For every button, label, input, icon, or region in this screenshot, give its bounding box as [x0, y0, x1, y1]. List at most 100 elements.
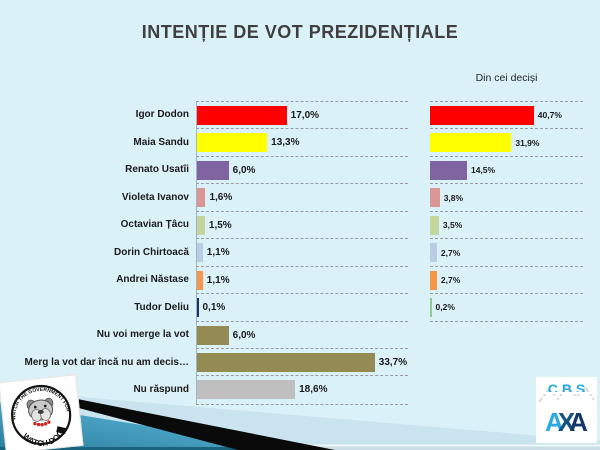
bar-row: 31,9%	[430, 128, 583, 157]
axa-letter: A	[569, 407, 588, 437]
bar	[197, 215, 205, 235]
bar-row: Andrei Năstase 1,1%	[21, 265, 408, 294]
decided-chart: 40,7% 31,9% 14,5% 3,8% 3,5% 2,7% 2,7% 0,2%	[430, 100, 583, 322]
plot-cell: 13,3%	[196, 128, 408, 157]
cbs-stripe	[536, 392, 597, 394]
bar	[430, 243, 437, 263]
bar-row: Renato Usatîi 6,0%	[21, 155, 408, 184]
bar	[430, 215, 439, 235]
bar-row: 3,8%	[430, 183, 583, 212]
plot-cell: 0,1%	[196, 293, 408, 322]
bar	[430, 188, 440, 208]
value-label: 13,3%	[271, 137, 300, 149]
axa-wordmark: AXA	[536, 407, 597, 437]
value-label: 2,7%	[440, 247, 461, 258]
bar-row: 0,2%	[430, 292, 583, 322]
value-label: 1,6%	[209, 192, 233, 204]
plot-cell: 2,7%	[430, 238, 583, 267]
plot-cell: 14,5%	[430, 155, 583, 185]
category-label: Maia Sandu	[133, 136, 189, 148]
bar-row: 2,7%	[430, 265, 583, 295]
bar	[197, 298, 199, 318]
bar-row: Maia Sandu 13,3%	[21, 128, 408, 157]
bar	[197, 325, 229, 345]
bar	[197, 188, 206, 208]
bar	[430, 105, 534, 125]
plot-cell: 33,7%	[196, 348, 408, 377]
plot-cell: 6,0%	[196, 320, 408, 349]
value-label: 1,1%	[206, 274, 230, 286]
value-label: 6,0%	[232, 164, 256, 176]
value-label: 18,6%	[299, 384, 328, 396]
plot-cell: 31,9%	[430, 128, 583, 157]
plot-cell: 1,5%	[196, 210, 408, 239]
plot-cell: 0,2%	[430, 292, 583, 322]
value-label: 3,5%	[442, 220, 463, 231]
bar	[430, 133, 512, 153]
value-label: 0,2%	[435, 302, 455, 313]
value-label: 17,0%	[290, 109, 320, 121]
plot-cell: 6,0%	[196, 155, 408, 184]
bar-row: Octavian Țâcu 1,5%	[21, 210, 408, 239]
value-label: 2,7%	[440, 275, 461, 286]
bar	[197, 380, 296, 400]
cbs-wordmark: CBS	[547, 381, 590, 397]
value-label: 3,8%	[443, 192, 464, 203]
bar	[197, 105, 287, 125]
category-label: Violeta Ivanov	[121, 191, 189, 203]
plot-cell: 1,6%	[196, 183, 408, 212]
bottom-light-line	[0, 444, 600, 447]
value-label: 31,9%	[515, 137, 540, 148]
category-label: Renato Usatîi	[125, 164, 189, 176]
plot-cell: 1,1%	[196, 265, 408, 294]
bar-row: 14,5%	[430, 155, 583, 185]
value-label: 14,5%	[470, 165, 496, 176]
plot-cell: 18,6%	[196, 375, 408, 405]
bar-row: 40,7%	[430, 100, 583, 130]
plot-cell: 3,8%	[430, 183, 583, 212]
bar-row: Tudor Deliu 0,1%	[21, 293, 408, 322]
category-label: Tudor Deliu	[134, 301, 189, 313]
category-label: Dorin Chirtoacă	[113, 246, 189, 258]
bar-row: 3,5%	[430, 210, 583, 240]
cbs-stripe	[536, 396, 597, 398]
watchdog-logo: WE WATCH THE GOVERNMENT FOR YOU WATCH DO…	[0, 372, 84, 450]
value-label: 1,5%	[208, 219, 232, 231]
bar	[430, 270, 437, 290]
bar	[430, 160, 467, 180]
value-label: 0,1%	[202, 302, 226, 314]
plot-cell: 40,7%	[430, 100, 583, 130]
bar-row: Dorin Chirtoacă 1,1%	[21, 238, 408, 267]
category-label: Andrei Năstase	[116, 274, 189, 286]
category-label: Merg la vot dar încă nu am decis…	[24, 356, 190, 368]
plot-cell: 2,7%	[430, 265, 583, 295]
value-label: 33,7%	[378, 357, 408, 369]
bar-row: 2,7%	[430, 238, 583, 267]
value-label: 6,0%	[232, 329, 256, 341]
plot-cell: 17,0%	[196, 100, 408, 129]
bar-row: Nu voi merge la vot 6,0%	[21, 320, 408, 349]
main-chart: Igor Dodon 17,0% Maia Sandu 13,3% Renato Usa…	[21, 100, 408, 405]
bar-row: Violeta Ivanov 1,6%	[21, 183, 408, 212]
bar	[197, 243, 203, 263]
bar	[197, 353, 375, 373]
category-label: Igor Dodon	[135, 109, 189, 121]
cbs-zigzag-graph-icon	[538, 383, 595, 403]
bottom-right-strip	[0, 446, 600, 450]
category-label: Nu răspund	[133, 384, 189, 396]
page-title: INTENȚIE DE VOT PREZIDENȚIALE	[141, 22, 459, 42]
category-label: Octavian Țâcu	[120, 219, 189, 231]
plot-cell: 3,5%	[430, 210, 583, 240]
cbs-axa-logo: CBS AXA	[536, 377, 597, 443]
value-label: 40,7%	[537, 110, 562, 121]
bar	[197, 133, 268, 153]
bar	[430, 297, 432, 317]
plot-cell: 1,1%	[196, 238, 408, 267]
bar-row: Merg la vot dar încă nu am decis… 33,7%	[21, 348, 408, 377]
category-label: Nu voi merge la vot	[96, 329, 189, 341]
bar	[197, 160, 229, 180]
bar-row: Nu răspund 18,6%	[21, 375, 408, 405]
bar	[197, 270, 203, 290]
bar-row: Igor Dodon 17,0%	[21, 100, 408, 129]
